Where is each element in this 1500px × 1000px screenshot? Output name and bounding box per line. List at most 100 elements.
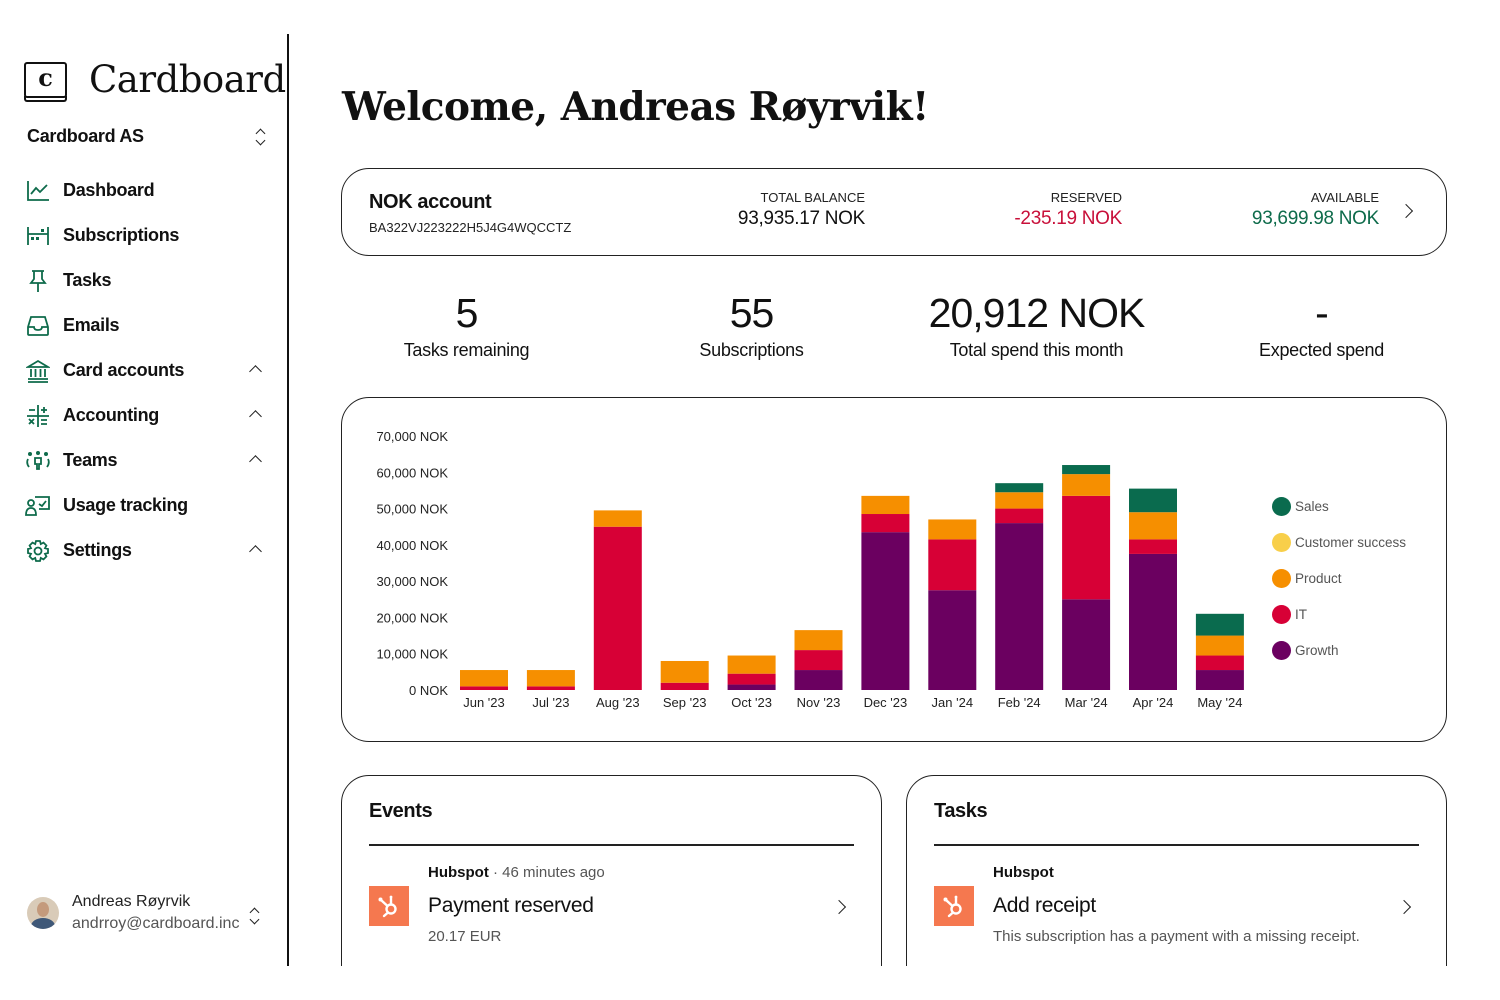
stat-value: 20,912 NOK [928,290,1146,336]
y-tick-label: 30,000 NOK [376,574,448,589]
bar-segment-growth[interactable] [928,590,977,690]
bar-segment-it[interactable] [928,539,977,591]
spend-chart: 0 NOK 10,000 NOK 20,000 NOK 30,000 NOK 40,00… [376,429,1244,710]
chart-legend: Sales Customer success Product IT Growth [1272,488,1406,668]
sidebar-item-teams[interactable]: Teams [24,438,264,483]
bar-segment-it[interactable] [861,514,910,533]
sidebar-item-card-accounts[interactable]: Card accounts [24,348,264,393]
bar-segment-product[interactable] [1062,474,1111,496]
legend-item[interactable]: Product [1272,560,1406,596]
event-item[interactable]: Hubspot · 46 minutes ago Payment reserve… [369,864,854,954]
bar-segment-growth[interactable] [1195,670,1244,690]
user-menu[interactable]: Andreas Røyrvik andrroy@cardboard.inc [27,893,267,933]
bar-segment-it[interactable] [1195,655,1244,671]
sidebar-item-dashboard[interactable]: Dashboard [24,168,264,213]
bar-segment-it[interactable] [794,650,843,671]
x-tick-label: Aug '23 [596,695,640,710]
legend-item[interactable]: Sales [1272,488,1406,524]
event-amount: 20.17 EUR [428,928,502,945]
chevron-right-icon[interactable] [1396,899,1412,915]
sidebar-item-subscriptions[interactable]: Subscriptions [24,213,264,258]
bar-segment-growth[interactable] [1129,553,1177,690]
chevron-right-icon[interactable] [831,899,847,915]
sidebar-item-emails[interactable]: Emails [24,303,264,348]
bar-segment-product[interactable] [1195,635,1244,656]
chevron-up-icon[interactable] [249,545,262,558]
x-tick-label: Oct '23 [731,695,772,710]
legend-label: Growth [1295,642,1339,658]
logo-letter: c [38,62,53,92]
legend-swatch [1272,568,1291,588]
bar-segment-sales[interactable] [1062,465,1111,475]
sidebar-item-tasks[interactable]: Tasks [24,258,264,303]
legend-swatch [1272,496,1291,516]
user-email: andrroy@cardboard.inc [72,915,240,932]
task-meta: Hubspot [993,864,1054,881]
pin-icon [24,267,52,295]
bar-segment-it[interactable] [593,526,642,690]
brand[interactable]: c Cardboard [24,58,286,102]
bar-segment-growth[interactable] [1062,599,1111,690]
avatar [27,897,59,929]
task-description: This subscription has a payment with a m… [993,928,1360,945]
bar-segment-product[interactable] [593,510,642,527]
legend-item[interactable]: Customer success [1272,524,1406,560]
chevron-up-icon[interactable] [249,365,262,378]
bar-segment-product[interactable] [794,630,843,651]
legend-label: IT [1295,606,1307,622]
tasks-panel: Tasks Hubspot Add receipt This subscript… [906,775,1447,995]
org-switcher[interactable]: Cardboard AS [27,126,267,147]
bar-segment-sales[interactable] [1195,613,1244,636]
bar-segment-product[interactable] [928,519,977,540]
stat-total-spend[interactable]: 20,912 NOK Total spend this month [894,290,1179,361]
chevron-right-icon[interactable] [1398,203,1414,219]
bar-segment-growth[interactable] [861,532,910,690]
stat-subscriptions[interactable]: 55 Subscriptions [609,290,894,361]
available-value: 93,699.98 NOK [1251,208,1379,229]
bar-segment-growth[interactable] [727,684,776,690]
legend-item[interactable]: IT [1272,596,1406,632]
event-source: Hubspot [428,864,489,881]
task-item[interactable]: Hubspot Add receipt This subscription ha… [934,864,1419,954]
legend-item[interactable]: Growth [1272,632,1406,668]
bar-segment-product[interactable] [526,670,575,687]
bar-segment-product[interactable] [660,660,709,683]
bar-segment-growth[interactable] [995,523,1044,690]
chevron-up-icon[interactable] [249,410,262,423]
sidebar-item-accounting[interactable]: Accounting [24,393,264,438]
legend-label: Sales [1295,498,1329,514]
legend-swatch [1272,604,1291,624]
x-tick-label: Dec '23 [864,695,908,710]
bar-segment-it[interactable] [727,673,776,685]
bar-segment-growth[interactable] [794,670,843,690]
bar-segment-it[interactable] [1062,495,1111,600]
bar-segment-product[interactable] [460,670,508,687]
meta-separator: · [493,864,498,881]
stat-value: 55 [729,290,775,336]
available: AVAILABLE 93,699.98 NOK [1252,190,1379,230]
bar-segment-it[interactable] [660,682,709,690]
bar-segment-it[interactable] [526,686,575,690]
bar-segment-product[interactable] [1129,512,1177,540]
reserved-label: RESERVED [1050,190,1122,205]
account-card[interactable]: NOK account BA322VJ223222H5J4G4WQCCTZ TO… [341,168,1447,256]
bar-segment-it[interactable] [1129,539,1177,554]
sidebar-item-usage-tracking[interactable]: Usage tracking [24,483,264,528]
bar-segment-product[interactable] [861,495,910,515]
bar-segment-product[interactable] [995,492,1044,509]
bar-segment-it[interactable] [995,508,1044,524]
sidebar-item-settings[interactable]: Settings [24,528,264,573]
chevron-up-icon[interactable] [249,455,262,468]
bar-segment-product[interactable] [727,655,776,674]
bar-segment-sales[interactable] [995,483,1044,493]
calendar-icon [24,222,52,250]
x-tick-label: Nov '23 [797,695,841,710]
y-tick-label: 70,000 NOK [376,429,448,444]
bar-segment-sales[interactable] [1129,488,1177,513]
sidebar-divider [287,34,289,966]
hubspot-icon [934,886,974,926]
bar-segment-it[interactable] [460,686,508,690]
stat-expected-spend[interactable]: - Expected spend [1179,290,1464,361]
stat-value: - [1315,290,1329,336]
stat-tasks-remaining[interactable]: 5 Tasks remaining [324,290,609,361]
